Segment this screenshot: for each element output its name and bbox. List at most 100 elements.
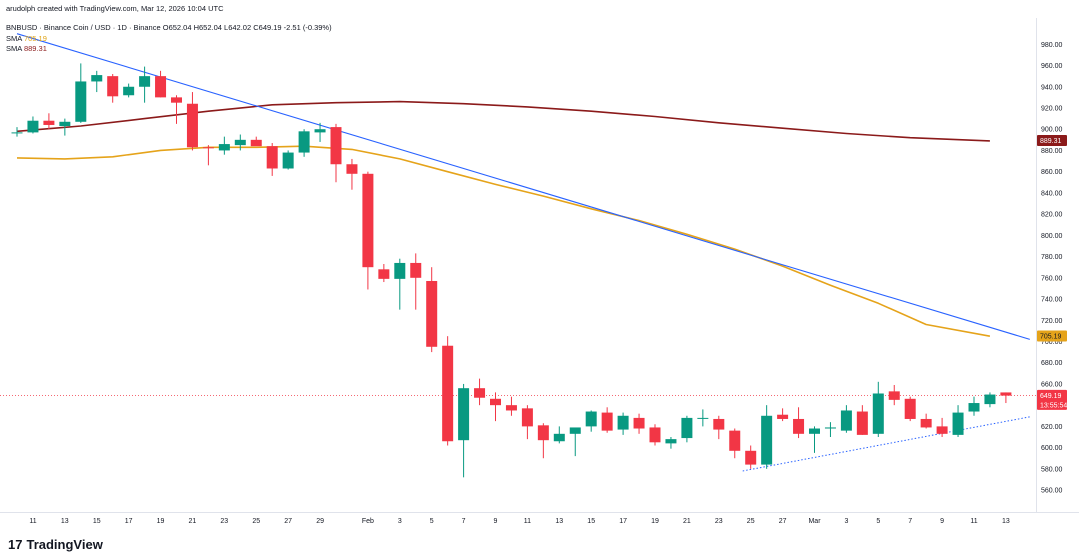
candle xyxy=(793,407,805,439)
candle xyxy=(681,415,693,443)
time-tick-label: 7 xyxy=(462,518,466,525)
price-tick-label: 600.00 xyxy=(1041,445,1063,452)
candle xyxy=(314,122,326,142)
candle xyxy=(649,424,661,446)
candle-body xyxy=(202,147,214,149)
time-tick-label: 9 xyxy=(940,518,944,525)
time-tick-label: 5 xyxy=(430,518,434,525)
candle xyxy=(218,136,230,155)
candle-body xyxy=(218,144,230,151)
candle-body xyxy=(171,97,182,103)
candle xyxy=(840,405,852,433)
candle xyxy=(394,258,406,310)
candle xyxy=(729,428,741,459)
candle-body xyxy=(697,417,709,419)
candle xyxy=(298,129,310,157)
time-tick-label: 17 xyxy=(619,518,627,525)
candle-body xyxy=(378,269,390,279)
candle xyxy=(202,145,214,166)
candle xyxy=(362,171,374,290)
candle xyxy=(123,83,135,98)
candle-body xyxy=(984,394,996,405)
candle-body xyxy=(585,411,597,427)
candle-body xyxy=(649,427,661,443)
time-tick-label: 3 xyxy=(398,518,402,525)
ascending-support-line xyxy=(742,416,1030,472)
price-axis[interactable]: 560.00580.00600.00620.00640.00660.00680.… xyxy=(1041,42,1063,495)
sma-legend-2[interactable]: SMA 889.31 xyxy=(6,44,47,53)
candle-body xyxy=(777,414,789,419)
sma-705-price-tag-text: 705.19 xyxy=(1040,333,1062,340)
candle-body xyxy=(426,280,438,347)
price-tick-label: 960.00 xyxy=(1041,63,1063,70)
time-tick-label: 27 xyxy=(284,518,292,525)
candle xyxy=(824,422,836,438)
candle-body xyxy=(458,388,470,441)
candle xyxy=(777,408,789,422)
sma-889-line xyxy=(16,100,990,142)
price-tick-label: 560.00 xyxy=(1041,488,1063,495)
candle-body xyxy=(266,146,278,169)
sma-legend-2-label: SMA xyxy=(6,44,22,53)
sma-legend-1[interactable]: SMA 705.19 xyxy=(6,34,47,43)
candle xyxy=(410,253,422,310)
candle-body xyxy=(793,418,805,434)
time-tick-label: 17 xyxy=(125,518,133,525)
candle-body xyxy=(920,418,932,428)
descending-trendline-path xyxy=(16,33,1030,340)
time-tick-label: Feb xyxy=(362,518,374,525)
candle-body xyxy=(537,425,549,441)
price-tick-label: 840.00 xyxy=(1041,190,1063,197)
price-tick-label: 940.00 xyxy=(1041,84,1063,91)
time-tick-label: 21 xyxy=(683,518,691,525)
candle xyxy=(186,92,198,151)
last-price-tag-text: 649.19 xyxy=(1040,393,1062,400)
price-tick-label: 800.00 xyxy=(1041,233,1063,240)
candle xyxy=(330,123,342,183)
time-tick-label: 13 xyxy=(1002,518,1010,525)
price-tick-label: 660.00 xyxy=(1041,381,1063,388)
candle-body xyxy=(186,103,198,148)
candle xyxy=(11,127,23,137)
price-tick-label: 580.00 xyxy=(1041,466,1063,473)
candle-body xyxy=(569,427,581,434)
chart-credit: arudolph created with TradingView.com, M… xyxy=(6,4,224,13)
price-tick-label: 680.00 xyxy=(1041,360,1063,367)
candle-body xyxy=(11,132,23,134)
candle xyxy=(107,74,119,103)
candle-body xyxy=(824,427,836,429)
candle xyxy=(155,70,167,98)
candle-body xyxy=(952,412,964,435)
price-tick-label: 880.00 xyxy=(1041,148,1063,155)
candle xyxy=(171,95,182,124)
time-tick-label: 15 xyxy=(587,518,595,525)
candle xyxy=(266,143,278,176)
candle-body xyxy=(761,415,773,465)
candle xyxy=(521,405,533,440)
time-axis[interactable]: 11 13 15 17 19 21 23 25 27 29 Feb 3 5 7 9 11 13 15 17 19 21 2… xyxy=(29,518,1010,525)
price-tick-label: 820.00 xyxy=(1041,212,1063,219)
candle xyxy=(1000,392,1012,404)
candle xyxy=(585,410,597,432)
candle xyxy=(139,66,151,103)
symbol-name[interactable]: BNBUSD · Binance Coin / USD · 1D · Binan… xyxy=(6,23,161,32)
candle xyxy=(91,70,103,93)
tradingview-logo[interactable]: 17 TradingView xyxy=(8,537,103,552)
candle xyxy=(920,413,932,429)
candle xyxy=(490,392,501,422)
candle xyxy=(856,405,868,435)
candle xyxy=(442,336,454,446)
candle xyxy=(426,267,438,353)
candle-body xyxy=(633,417,645,429)
candle xyxy=(904,396,916,422)
candle xyxy=(250,136,262,147)
candle-body xyxy=(729,430,741,451)
candle-body xyxy=(521,408,533,427)
candle-body xyxy=(282,152,294,169)
price-tick-label: 760.00 xyxy=(1041,275,1063,282)
candle-body xyxy=(346,164,358,174)
candle xyxy=(633,413,645,434)
candle xyxy=(553,426,565,444)
candle-body xyxy=(1000,392,1012,396)
